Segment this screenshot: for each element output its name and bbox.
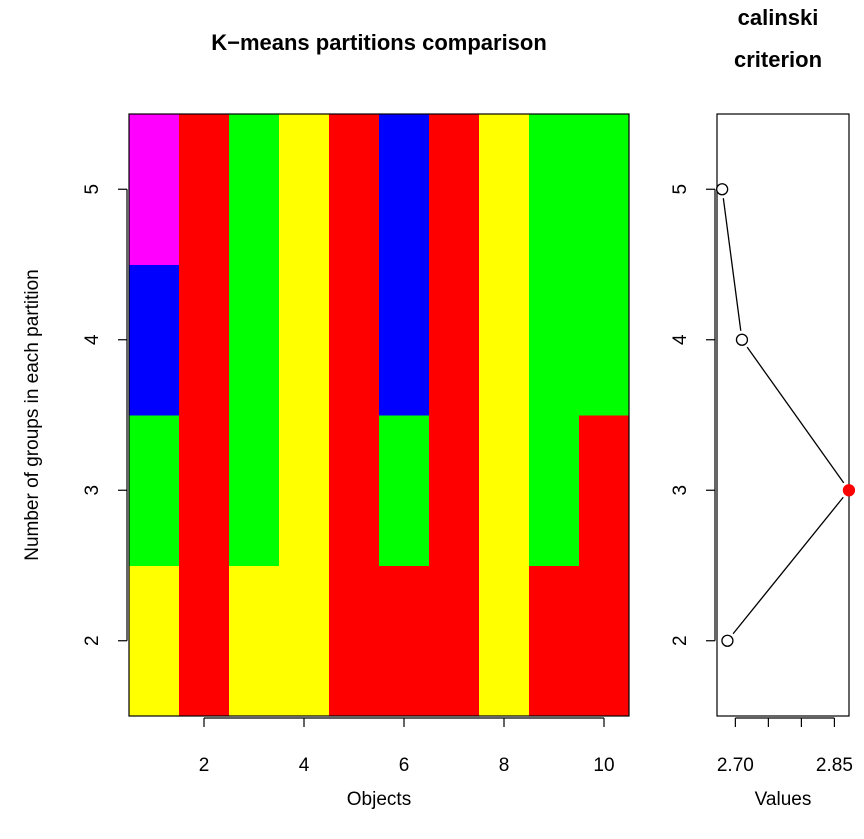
heatmap-cell — [579, 415, 630, 566]
heatmap-y-tick-label: 5 — [82, 184, 103, 195]
heatmap-x-tick-label: 2 — [199, 755, 210, 776]
heatmap-cell — [479, 114, 530, 265]
heatmap-cell — [529, 415, 580, 566]
criterion-x-axis: 2.70 2.85 — [717, 717, 853, 776]
heatmap-cell — [379, 415, 430, 566]
heatmap-y-tick-label: 4 — [82, 334, 103, 345]
heatmap-x-axis: 2 4 6 8 10 — [199, 717, 615, 776]
criterion-line-segment — [746, 346, 845, 484]
heatmap-cell — [129, 415, 180, 566]
heatmap-cell — [479, 415, 530, 566]
main-chart-title: K−means partitions comparison — [211, 30, 547, 55]
heatmap-frame — [128, 113, 630, 717]
criterion-y-axis: 2 3 4 5 — [670, 184, 716, 646]
heatmap-cell — [579, 264, 630, 416]
heatmap-cell — [279, 114, 330, 265]
criterion-x-tick-label: 2.85 — [816, 755, 853, 776]
heatmap-y-tick-label: 3 — [82, 485, 103, 496]
heatmap-cells — [129, 114, 630, 717]
heatmap-y-axis: 2 3 4 5 — [82, 184, 128, 646]
criterion-x-axis-label: Values — [755, 789, 812, 810]
heatmap-y-axis-label: Number of groups in each partition — [22, 269, 43, 561]
heatmap-x-tick-label: 10 — [593, 755, 614, 776]
criterion-point — [716, 183, 729, 196]
heatmap-cell — [529, 114, 580, 265]
criterion-plot-frame — [716, 113, 850, 717]
criterion-lines — [722, 198, 845, 635]
heatmap-x-tick-label: 8 — [499, 755, 510, 776]
criterion-title-line-2: criterion — [734, 47, 822, 72]
heatmap-y-tick-label: 2 — [82, 635, 103, 646]
heatmap-cell — [179, 114, 230, 265]
heatmap-x-axis-label: Objects — [347, 789, 411, 810]
heatmap-cell — [179, 565, 230, 717]
heatmap-cell — [579, 565, 630, 717]
heatmap-cell — [279, 264, 330, 416]
heatmap-cell — [279, 415, 330, 566]
criterion-points — [716, 183, 856, 647]
criterion-y-tick-label: 5 — [670, 184, 691, 195]
heatmap-cell — [329, 565, 380, 717]
heatmap-cell — [129, 264, 180, 416]
heatmap-cell — [379, 264, 430, 416]
heatmap-cell — [529, 264, 580, 416]
heatmap-cell — [229, 114, 280, 265]
heatmap-cell — [129, 565, 180, 717]
heatmap-cell — [179, 264, 230, 416]
criterion-y-tick-label: 4 — [670, 334, 691, 345]
criterion-point — [721, 634, 734, 647]
criterion-title-line-1: calinski — [738, 5, 819, 30]
heatmap-cell — [229, 415, 280, 566]
heatmap-cell — [329, 264, 380, 416]
criterion-y-tick-label: 2 — [670, 635, 691, 646]
heatmap-x-tick-label: 6 — [399, 755, 410, 776]
heatmap-cell — [429, 114, 480, 265]
heatmap-cell — [379, 565, 430, 717]
heatmap-cell — [579, 114, 630, 265]
heatmap-cell — [329, 114, 380, 265]
heatmap-cell — [229, 565, 280, 717]
heatmap-cell — [479, 565, 530, 717]
heatmap-cell — [429, 565, 480, 717]
heatmap-cell — [179, 415, 230, 566]
criterion-point — [735, 333, 749, 346]
heatmap-cell — [429, 415, 480, 566]
criterion-line-segment — [722, 198, 742, 331]
heatmap-cell — [229, 264, 280, 416]
heatmap-cell — [129, 114, 180, 265]
heatmap-cell — [279, 565, 330, 717]
criterion-line-segment — [732, 496, 844, 635]
heatmap-cell — [529, 565, 580, 717]
heatmap-cell — [429, 264, 480, 416]
heatmap-x-tick-label: 4 — [299, 755, 310, 776]
criterion-y-tick-label: 3 — [670, 485, 691, 496]
heatmap-cell — [479, 264, 530, 416]
criterion-x-tick-label: 2.70 — [717, 755, 754, 776]
heatmap-cell — [379, 114, 430, 265]
criterion-point-best — [842, 484, 856, 497]
heatmap-cell — [329, 415, 380, 566]
